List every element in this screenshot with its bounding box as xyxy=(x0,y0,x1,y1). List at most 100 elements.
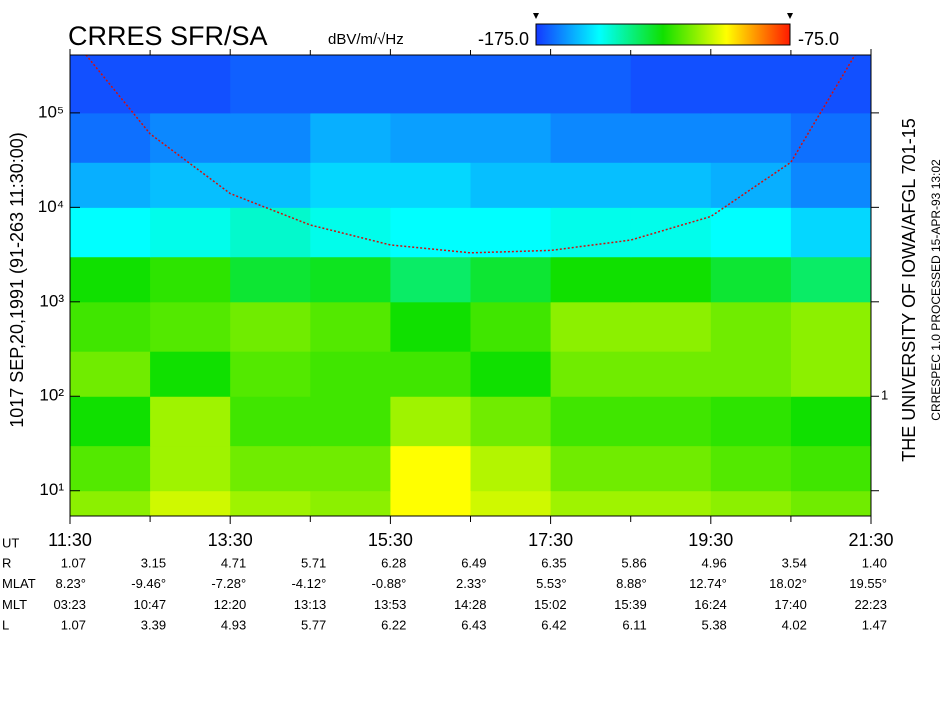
spectrogram-cell xyxy=(790,55,872,114)
spectrogram-cell xyxy=(390,351,471,397)
ephemeris-value: 14:28 xyxy=(454,597,487,612)
spectrogram-cell xyxy=(470,256,552,303)
ephemeris-value: 8.23° xyxy=(55,576,86,591)
spectrogram-cell xyxy=(150,162,231,208)
y-tick-label: 10² xyxy=(39,386,64,405)
y-tick-label: 10⁴ xyxy=(38,197,64,216)
ephemeris-label: MLAT xyxy=(2,576,36,591)
ephemeris-value: 6.42 xyxy=(541,618,566,633)
ephemeris-value: 4.71 xyxy=(221,555,246,570)
spectrogram-cell xyxy=(70,396,151,447)
spectrogram-cell xyxy=(470,301,552,352)
spectrogram-cell xyxy=(710,162,792,208)
spectrogram-cell xyxy=(230,112,311,163)
x-tick-label: 15:30 xyxy=(368,530,413,550)
ephemeris-value: 6.22 xyxy=(381,618,406,633)
ephemeris-value: 17:40 xyxy=(774,597,807,612)
spectrogram-cell xyxy=(310,396,391,447)
spectrogram-cell xyxy=(710,55,792,114)
ephemeris-value: 19.55° xyxy=(849,576,887,591)
ephemeris-value: 5.77 xyxy=(301,618,326,633)
spectrogram-cell xyxy=(390,301,471,352)
spectrogram-cell xyxy=(630,351,712,397)
spectrogram-cell xyxy=(310,351,391,397)
ephemeris-value: 4.02 xyxy=(782,618,807,633)
spectrogram-cell xyxy=(390,445,471,492)
ephemeris-value: -9.46° xyxy=(131,576,166,591)
spectrogram-cell xyxy=(790,490,872,517)
spectrogram-cell xyxy=(550,396,632,447)
ephemeris-value: 3.15 xyxy=(141,555,166,570)
spectrogram-cell xyxy=(150,55,231,114)
spectrogram-cell xyxy=(710,351,792,397)
ephemeris-value: 6.35 xyxy=(541,555,566,570)
ephemeris-label: L xyxy=(2,618,9,633)
spectrogram-cell xyxy=(790,351,872,397)
spectrogram-cell xyxy=(390,490,471,517)
spectrogram-cell xyxy=(70,112,151,163)
colorbar xyxy=(535,23,791,46)
spectrogram-cell xyxy=(630,112,712,163)
ephemeris-value: 4.93 xyxy=(221,618,246,633)
spectrogram-cell xyxy=(230,162,311,208)
spectrogram-cell xyxy=(550,445,632,492)
chart-title: CRRES SFR/SA xyxy=(68,21,268,51)
spectrogram-cell xyxy=(710,396,792,447)
spectrogram-cell xyxy=(230,490,311,517)
spectrogram-cell xyxy=(790,445,872,492)
ephemeris-value: 16:24 xyxy=(694,597,727,612)
spectrogram-cell xyxy=(470,162,552,208)
spectrogram-cell xyxy=(70,351,151,397)
spectrogram-cell xyxy=(150,445,231,492)
spectrogram-cell xyxy=(470,490,552,517)
colorbar-tick xyxy=(787,13,793,19)
spectrogram-cell xyxy=(470,55,552,114)
spectrogram-cell xyxy=(150,256,231,303)
ephemeris-value: 1.40 xyxy=(862,555,887,570)
colorbar-label: -175.0 xyxy=(478,29,529,49)
spectrogram-cell xyxy=(230,396,311,447)
spectrogram-cell xyxy=(470,112,552,163)
ephemeris-value: 03:23 xyxy=(53,597,86,612)
spectrogram-cell xyxy=(230,351,311,397)
ephemeris-value: 13:13 xyxy=(294,597,327,612)
spectrogram-cell xyxy=(230,256,311,303)
spectrogram-cell xyxy=(70,301,151,352)
spectrogram-cell xyxy=(230,301,311,352)
ephemeris-value: 5.86 xyxy=(621,555,646,570)
spectrogram-cell xyxy=(390,396,471,447)
ephemeris-value: 10:47 xyxy=(134,597,167,612)
spectrogram-cell xyxy=(630,162,712,208)
ephemeris-value: 12:20 xyxy=(214,597,247,612)
spectrogram-cell xyxy=(710,445,792,492)
y-tick-label: 10¹ xyxy=(39,480,64,499)
spectrogram-cell xyxy=(310,112,391,163)
ephemeris-value: 3.54 xyxy=(782,555,807,570)
y-tick-label: 10⁵ xyxy=(38,102,64,121)
spectrogram-cell xyxy=(310,301,391,352)
spectrogram-cell xyxy=(630,396,712,447)
ut-label: UT xyxy=(2,535,19,550)
colorbar-unit: dBV/m/√Hz xyxy=(328,31,404,48)
spectrogram-cell xyxy=(550,112,632,163)
spectrogram-cell xyxy=(390,55,471,114)
curve xyxy=(85,54,856,254)
spectrogram-cell xyxy=(630,301,712,352)
spectrogram-cell xyxy=(470,396,552,447)
ephemeris-value: 5.53° xyxy=(536,576,567,591)
spectrogram-cell xyxy=(390,162,471,208)
spectrogram-cell xyxy=(470,445,552,492)
ephemeris-label: R xyxy=(2,555,11,570)
right-caption: THE UNIVERSITY OF IOWA/AFGL 701-15 xyxy=(899,118,919,461)
spectrogram-cell xyxy=(550,490,632,517)
spectrogram-cell xyxy=(790,207,872,258)
spectrogram-cell xyxy=(70,490,151,517)
right-tick-label: 1 xyxy=(881,388,888,403)
ephemeris-value: 18.02° xyxy=(769,576,807,591)
ephemeris-value: -0.88° xyxy=(372,576,407,591)
colorbar-label: -75.0 xyxy=(798,29,839,49)
spectrogram-cell xyxy=(550,207,632,258)
spectrogram-cell xyxy=(550,351,632,397)
x-tick-label: 21:30 xyxy=(848,530,893,550)
